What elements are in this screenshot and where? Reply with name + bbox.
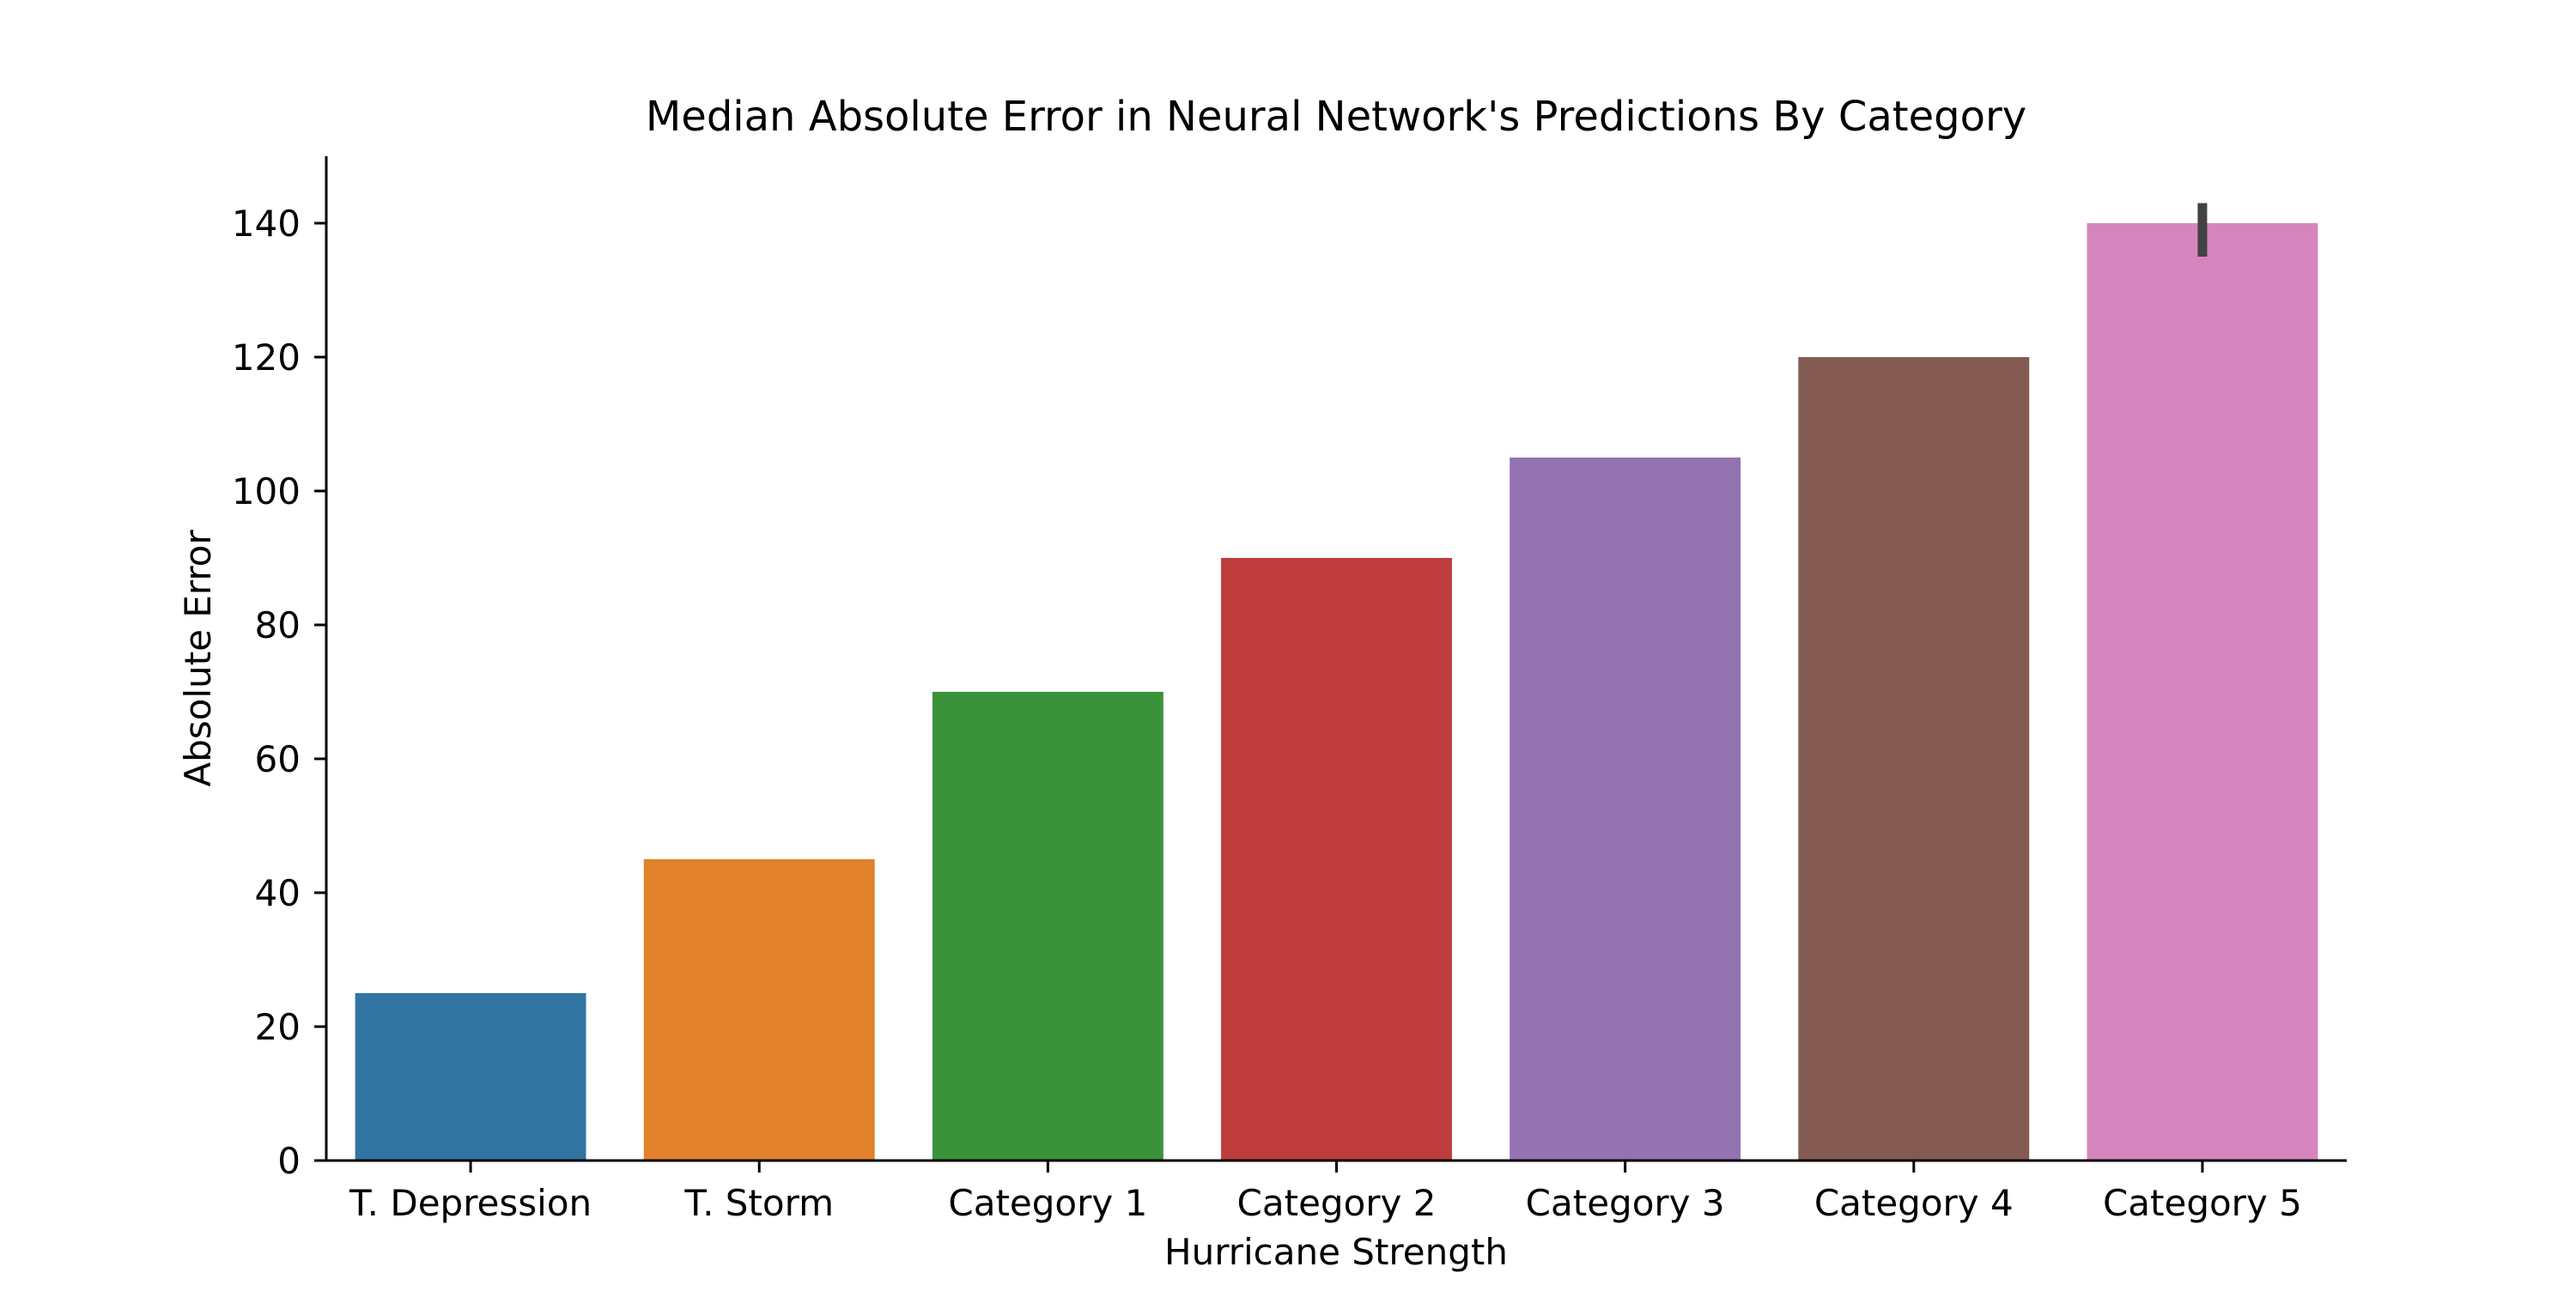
x-tick-label-0: T. Depression	[349, 1182, 592, 1224]
y-tick-label-6: 120	[232, 336, 301, 379]
x-ticks-group: T. Depression T. Storm Category 1 Category …	[349, 1161, 2302, 1224]
bar-2	[932, 692, 1163, 1161]
x-tick-label-6: Category 5	[2103, 1182, 2302, 1224]
bar-5	[1798, 357, 2030, 1161]
bar-4	[1510, 458, 1741, 1161]
x-axis-label: Hurricane Strength	[1164, 1231, 1508, 1273]
bars-group	[355, 223, 2318, 1161]
y-ticks-group: 0 20 40 60 80 100 120 140	[232, 203, 326, 1182]
x-tick-label-1: T. Storm	[683, 1182, 834, 1224]
bar-6	[2087, 223, 2318, 1161]
y-tick-label-7: 140	[232, 203, 301, 245]
y-tick-label-1: 20	[255, 1006, 301, 1048]
y-tick-label-4: 80	[255, 604, 301, 646]
x-tick-label-3: Category 2	[1237, 1182, 1437, 1224]
y-tick-label-2: 40	[255, 872, 301, 914]
x-tick-label-5: Category 4	[1814, 1182, 2014, 1224]
y-tick-label-0: 0	[277, 1140, 301, 1182]
y-tick-label-3: 60	[255, 738, 301, 780]
bar-1	[643, 859, 875, 1161]
bar-3	[1221, 558, 1452, 1161]
bar-0	[355, 993, 586, 1161]
x-tick-label-4: Category 3	[1526, 1182, 1725, 1224]
x-tick-label-2: Category 1	[948, 1182, 1147, 1224]
chart-title: Median Absolute Error in Neural Network'…	[646, 93, 2026, 141]
y-tick-label-5: 100	[232, 470, 301, 512]
y-axis-label: Absolute Error	[177, 530, 219, 787]
